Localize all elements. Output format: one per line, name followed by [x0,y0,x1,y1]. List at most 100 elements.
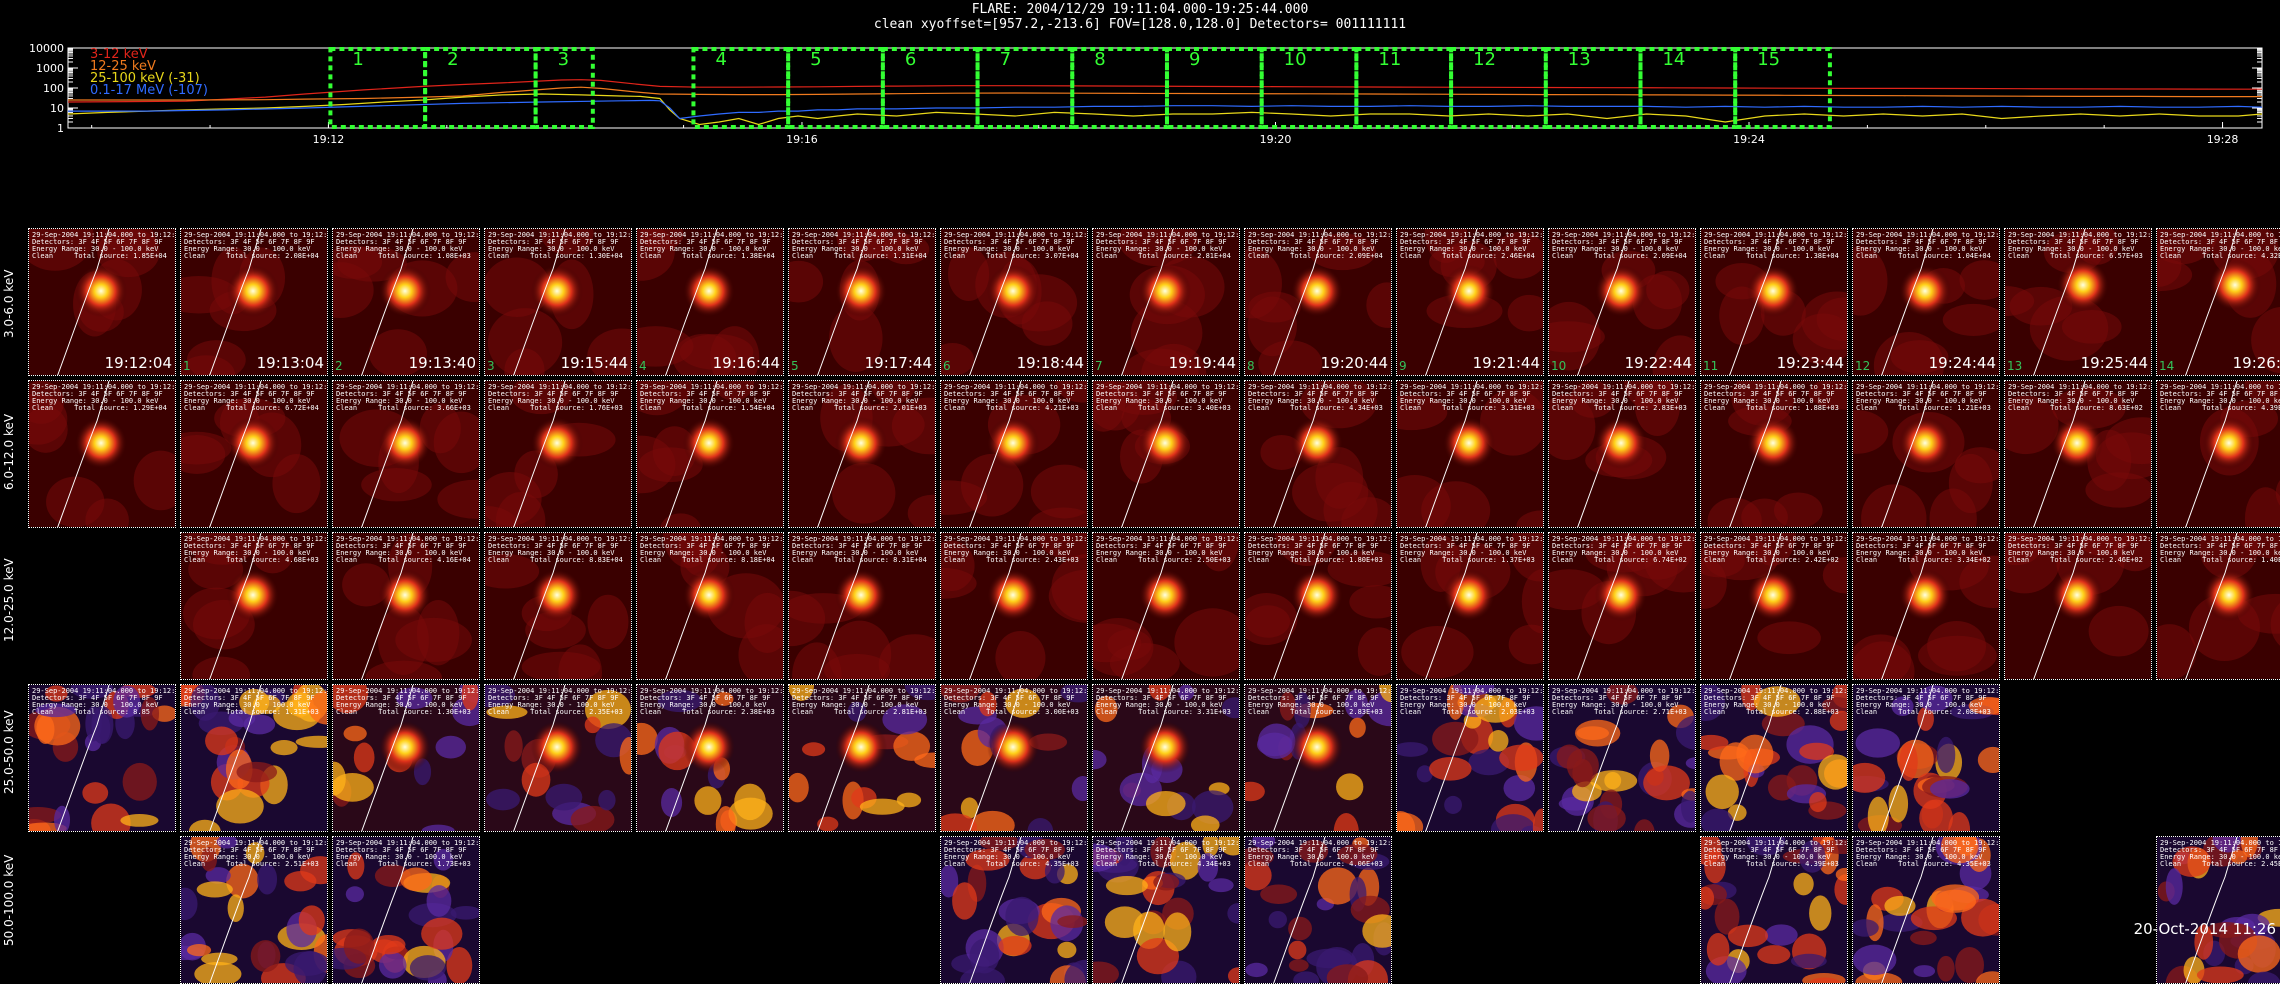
background-blob [342,563,390,607]
row-label-text: 3.0-6.0 keV [2,269,16,338]
noise-blob [200,847,218,872]
image-cell[interactable]: 29-Sep-2004 19:11:04.000 to 19:12:04Dete… [2156,836,2280,984]
noise-blob [1027,817,1054,831]
info-line: 29-Sep-2004 19:11:04.000 to 19:12:04 [1248,687,1392,695]
info-line: Detectors: 3F 4F 5F 6F 7F 8F 9F [184,390,315,398]
source-blob [1747,417,1799,469]
source-blob [683,417,735,469]
info-line: 29-Sep-2004 19:11:04.000 to 19:12:04 [1248,535,1392,543]
image-cell[interactable]: 29-Sep-2004 19:11:04.000 to 19:12:04Dete… [2156,532,2280,680]
info-line: Energy Range: 30.0 - 100.0 keV [1856,853,1983,861]
noise-blob [461,685,479,711]
info-line: 29-Sep-2004 19:11:04.000 to 19:12:04 [336,687,480,695]
info-line: Detectors: 3F 4F 5F 6F 7F 8F 9F [640,694,771,702]
noise-blob [2240,837,2258,858]
map-image [29,229,175,375]
limb-line [57,229,110,375]
image-cell[interactable]: 29-Sep-2004 19:11:04.000 to 19:12:04Dete… [2156,228,2280,376]
source-blob [1595,569,1647,621]
info-line: Clean Total source: 2.50E+03 [1096,556,1231,564]
info-line: Energy Range: 30.0 - 100.0 keV [1096,245,1223,253]
info-line: 29-Sep-2004 19:11:04.000 to 19:12:04 [1704,687,1848,695]
image-cell[interactable]: 29-Sep-2004 19:11:04.000 to 19:12:04Dete… [2156,380,2280,528]
background-blob [2005,395,2059,455]
info-line: Detectors: 3F 4F 5F 6F 7F 8F 9F [488,238,619,246]
noise-blob [545,783,583,811]
noise-blob [421,917,463,950]
info-line: Detectors: 3F 4F 5F 6F 7F 8F 9F [640,238,771,246]
map-image [1549,229,1695,375]
noise-blob [1809,791,1827,813]
interval-box [328,47,428,129]
noise-blob [504,730,523,762]
info-line: Clean Total source: 2.88E+03 [1704,708,1839,716]
interval-label: 14 [1662,49,1685,70]
